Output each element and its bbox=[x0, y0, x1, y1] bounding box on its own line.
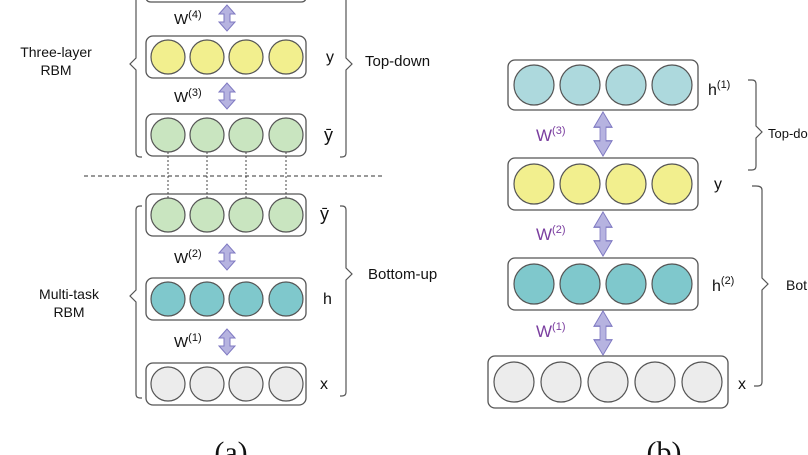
layer-y-nodes bbox=[513, 163, 693, 205]
group-label-multitask-rbm: RBM bbox=[53, 304, 84, 320]
group-label-multitask: Multi-task bbox=[39, 286, 100, 302]
neuron-node bbox=[587, 361, 629, 403]
weight-label-w3: W(3) bbox=[536, 125, 566, 145]
direction-label-bottom-up: Bot bbox=[786, 277, 807, 293]
neuron-node bbox=[605, 64, 647, 106]
weight-label-w4: W(4) bbox=[174, 9, 202, 28]
layer-label-x: x bbox=[320, 376, 328, 393]
neuron-node bbox=[189, 281, 225, 317]
layer-label-y: y bbox=[714, 176, 722, 193]
layer-box-y bbox=[145, 35, 307, 79]
neuron-node bbox=[559, 163, 601, 205]
layer-h1-nodes bbox=[513, 64, 693, 106]
neuron-node bbox=[605, 263, 647, 305]
layer-box-top-cropped bbox=[145, 0, 307, 3]
left-brace-multitask bbox=[129, 205, 142, 399]
double-arrow-icon bbox=[218, 243, 236, 271]
neuron-node bbox=[634, 361, 676, 403]
neuron-node bbox=[651, 263, 693, 305]
weight-label-w2: W(2) bbox=[536, 224, 566, 244]
right-brace-top-down bbox=[340, 0, 353, 158]
double-arrow-icon bbox=[218, 82, 236, 110]
double-arrow-icon bbox=[593, 110, 613, 158]
neuron-node bbox=[268, 39, 304, 75]
neuron-node bbox=[268, 281, 304, 317]
layer-label-y: y bbox=[326, 49, 334, 66]
caption-a: (a) bbox=[214, 436, 247, 455]
layer-ybar-bottom-nodes bbox=[150, 197, 304, 233]
neuron-node bbox=[268, 366, 304, 402]
weight-label-w2: W(2) bbox=[174, 248, 202, 267]
neuron-node bbox=[605, 163, 647, 205]
double-arrow-icon bbox=[593, 210, 613, 258]
neuron-node bbox=[559, 64, 601, 106]
layer-box-x bbox=[145, 362, 307, 406]
layer-y-nodes bbox=[150, 39, 304, 75]
direction-label-top-down: Top-down bbox=[365, 53, 430, 70]
weight-label-w1: W(1) bbox=[536, 321, 566, 341]
layer-x-nodes bbox=[493, 361, 723, 403]
neuron-node bbox=[681, 361, 723, 403]
layer-box-y bbox=[507, 157, 699, 211]
neuron-node bbox=[228, 281, 264, 317]
layer-x-nodes bbox=[150, 366, 304, 402]
direction-label-bottom-up: Bottom-up bbox=[368, 266, 437, 283]
neuron-node bbox=[540, 361, 582, 403]
layer-label-h2: h(2) bbox=[712, 275, 734, 295]
neuron-node bbox=[651, 163, 693, 205]
layer-label-h1: h(1) bbox=[708, 79, 730, 99]
neuron-node bbox=[189, 197, 225, 233]
neuron-node bbox=[189, 117, 225, 153]
neuron-node bbox=[513, 64, 555, 106]
right-brace-bottom-up bbox=[340, 205, 353, 397]
layer-label-ybar-bottom: ȳ bbox=[320, 204, 329, 224]
group-label-three-layer-rbm: RBM bbox=[40, 62, 71, 78]
neuron-node bbox=[228, 197, 264, 233]
neuron-node bbox=[150, 39, 186, 75]
neuron-node bbox=[268, 197, 304, 233]
layer-box-ybar-top bbox=[145, 113, 307, 157]
neuron-node bbox=[228, 117, 264, 153]
right-brace-bottom-up bbox=[752, 185, 769, 387]
neuron-node bbox=[189, 366, 225, 402]
double-arrow-icon bbox=[218, 328, 236, 356]
panel-b: W(3) W(2) W(1) h(1) y h(2) x Top-do Bot … bbox=[487, 59, 808, 455]
caption-b: (b) bbox=[647, 436, 682, 455]
neuron-node bbox=[150, 197, 186, 233]
panel-a: W(4) W(3) W(2) W(1) y ȳ ȳ h x Three-laye… bbox=[20, 0, 437, 455]
neuron-node bbox=[228, 366, 264, 402]
right-brace-top-down bbox=[748, 79, 763, 171]
left-brace-three-layer bbox=[129, 0, 142, 158]
neuron-node bbox=[493, 361, 535, 403]
neuron-node bbox=[268, 117, 304, 153]
direction-label-top-down: Top-do bbox=[768, 126, 808, 141]
layer-box-h bbox=[145, 277, 307, 321]
neuron-node bbox=[189, 39, 225, 75]
neuron-node bbox=[513, 163, 555, 205]
neuron-node bbox=[651, 64, 693, 106]
double-arrow-icon bbox=[593, 309, 613, 357]
neuron-node bbox=[513, 263, 555, 305]
neuron-node bbox=[228, 39, 264, 75]
weight-label-w3: W(3) bbox=[174, 87, 202, 106]
double-arrow-icon bbox=[218, 4, 236, 32]
layer-box-ybar-bottom bbox=[145, 193, 307, 237]
layer-box-h1 bbox=[507, 59, 699, 111]
layer-ybar-top-nodes bbox=[150, 117, 304, 153]
weight-label-w1: W(1) bbox=[174, 332, 202, 351]
layer-label-h: h bbox=[323, 291, 332, 308]
group-label-three-layer: Three-layer bbox=[20, 44, 92, 60]
neuron-node bbox=[150, 281, 186, 317]
neuron-node bbox=[150, 366, 186, 402]
layer-label-ybar-top: ȳ bbox=[324, 125, 333, 145]
layer-h-nodes bbox=[150, 281, 304, 317]
layer-h2-nodes bbox=[513, 263, 693, 305]
layer-label-x: x bbox=[738, 376, 746, 393]
neuron-node bbox=[150, 117, 186, 153]
neuron-node bbox=[559, 263, 601, 305]
